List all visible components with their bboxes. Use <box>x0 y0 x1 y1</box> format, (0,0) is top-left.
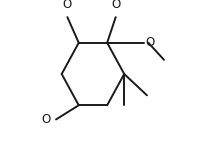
Text: O: O <box>41 113 50 126</box>
Text: O: O <box>111 0 120 12</box>
Text: O: O <box>63 0 72 12</box>
Text: O: O <box>145 36 155 49</box>
